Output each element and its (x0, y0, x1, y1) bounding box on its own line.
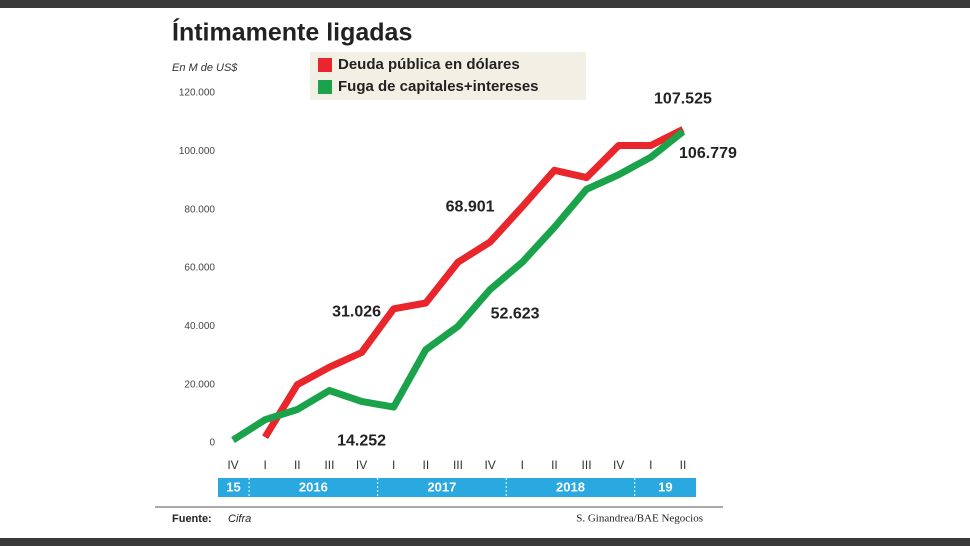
year-label: 2017 (427, 479, 456, 494)
x-tick-label: IV (484, 458, 495, 472)
x-tick-label: III (582, 458, 592, 472)
credit: S. Ginandrea/BAE Negocios (576, 513, 703, 525)
legend-label: Fuga de capitales+intereses (338, 78, 539, 95)
x-tick-label: II (423, 458, 430, 472)
x-tick-label: IV (227, 458, 238, 472)
y-tick-label: 80.000 (184, 204, 215, 215)
x-tick-label: II (551, 458, 558, 472)
series-line (262, 126, 685, 440)
y-tick-label: 100.000 (179, 146, 216, 157)
legend-box (310, 52, 586, 100)
x-tick-label: III (453, 458, 463, 472)
y-tick-label: 120.000 (179, 88, 216, 99)
source-label: Fuente: (172, 513, 212, 525)
year-label: 19 (658, 479, 672, 494)
x-tick-label: IV (356, 458, 367, 472)
x-tick-label: II (680, 458, 687, 472)
data-label: 68.901 (446, 198, 495, 215)
data-label: 107.525 (654, 91, 712, 108)
y-tick-label: 40.000 (184, 321, 215, 332)
data-label: 52.623 (491, 306, 540, 323)
x-tick-label: IV (613, 458, 624, 472)
legend-swatch (318, 80, 332, 94)
bottom-bar (0, 538, 970, 546)
subtitle: En M de US$ (172, 62, 238, 74)
year-band (218, 478, 696, 497)
series-line (231, 128, 686, 444)
data-label: 14.252 (337, 433, 386, 450)
legend-swatch (318, 58, 332, 72)
legend-label: Deuda pública en dólares (338, 56, 520, 73)
x-tick-label: I (649, 458, 652, 472)
year-label: 15 (226, 479, 240, 494)
data-label: 106.779 (679, 145, 737, 162)
chart-title: Íntimamente ligadas (172, 18, 412, 47)
x-tick-label: I (392, 458, 395, 472)
y-tick-label: 20.000 (184, 379, 215, 390)
data-label: 31.026 (332, 304, 381, 321)
source: Cifra (228, 513, 251, 525)
year-label: 2016 (299, 479, 328, 494)
y-tick-label: 60.000 (184, 263, 215, 274)
year-label: 2018 (556, 479, 585, 494)
x-tick-label: II (294, 458, 301, 472)
x-tick-label: I (263, 458, 266, 472)
y-tick-label: 0 (209, 438, 215, 449)
top-bar (0, 0, 970, 8)
x-tick-label: III (324, 458, 334, 472)
x-tick-label: I (521, 458, 524, 472)
